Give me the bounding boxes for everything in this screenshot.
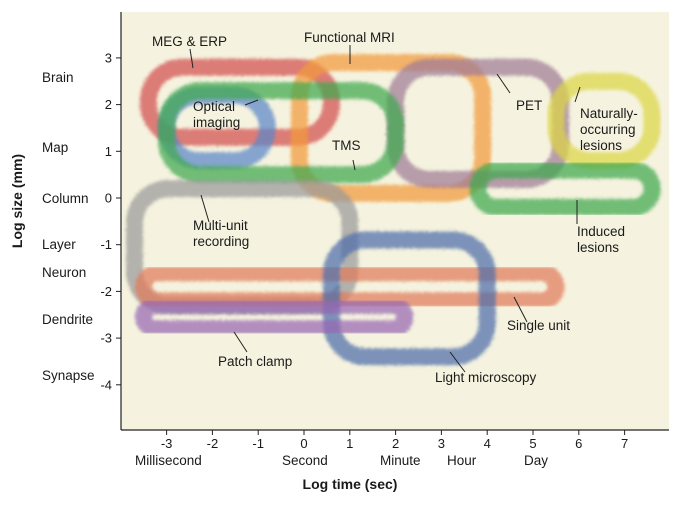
x-tick-label: 3 (438, 436, 445, 451)
time-label-second: Second (282, 453, 328, 468)
label-naturally-occurring-lesions: Naturally- occurring lesions (580, 106, 642, 153)
size-label-synapse: Synapse (42, 368, 95, 383)
label-induced-lesions: Induced lesions (577, 224, 629, 255)
x-tick-label: -2 (207, 436, 219, 451)
x-axis-title: Log time (sec) (303, 476, 398, 492)
y-axis-title: Log size (mm) (9, 154, 25, 248)
label-optical-imaging: Optical imaging (193, 99, 240, 130)
x-ticks: -3 -2 -1 0 1 2 3 4 5 6 7 (161, 430, 628, 451)
time-label-millisecond: Millisecond (135, 453, 202, 468)
y-tick-label: -4 (100, 377, 112, 392)
x-tick-label: -1 (252, 436, 264, 451)
region-naturally-occurring-lesions (547, 72, 661, 170)
y-tick-label: 2 (105, 97, 112, 112)
x-tick-label: 4 (484, 436, 491, 451)
x-tick-label: 7 (621, 436, 628, 451)
x-tick-label: 5 (529, 436, 536, 451)
size-label-dendrite: Dendrite (42, 312, 93, 327)
label-functional-mri: Functional MRI (304, 30, 395, 45)
label-light-microscopy: Light microscopy (435, 370, 537, 385)
annotation-leaders (189, 45, 581, 373)
label-multi-unit-recording: Multi-unit recording (193, 218, 252, 249)
y-ticks: 3 2 1 0 -1 -2 -3 -4 (100, 50, 121, 392)
y-tick-label: 1 (105, 144, 112, 159)
size-label-brain: Brain (42, 70, 74, 85)
time-label-hour: Hour (447, 453, 477, 468)
y-tick-label: -3 (100, 331, 112, 346)
region-functional-mri (290, 54, 492, 202)
y-tick-label: 0 (105, 191, 112, 206)
label-tms: TMS (332, 138, 361, 153)
x-tick-label: 0 (300, 436, 307, 451)
label-pet: PET (516, 98, 542, 113)
size-label-column: Column (42, 191, 89, 206)
y-tick-label: 3 (105, 50, 112, 65)
time-label-day: Day (524, 453, 548, 468)
region-tms (158, 82, 405, 184)
size-label-layer: Layer (42, 237, 76, 252)
size-label-neuron: Neuron (42, 265, 86, 280)
label-single-unit: Single unit (507, 318, 570, 333)
x-tick-label: 6 (575, 436, 582, 451)
x-tick-label: 2 (392, 436, 399, 451)
region-meg-erp (139, 58, 340, 146)
x-tick-label: 1 (346, 436, 353, 451)
y-tick-label: -2 (100, 284, 112, 299)
region-patch-clamp (135, 296, 414, 338)
time-label-minute: Minute (380, 453, 421, 468)
technique-regions (126, 54, 661, 366)
label-patch-clamp: Patch clamp (218, 354, 292, 369)
label-meg-erp: MEG & ERP (152, 34, 227, 49)
y-tick-label: -1 (100, 237, 112, 252)
region-induced-lesions (469, 161, 661, 216)
size-label-map: Map (42, 140, 68, 155)
x-tick-label: -3 (161, 436, 173, 451)
